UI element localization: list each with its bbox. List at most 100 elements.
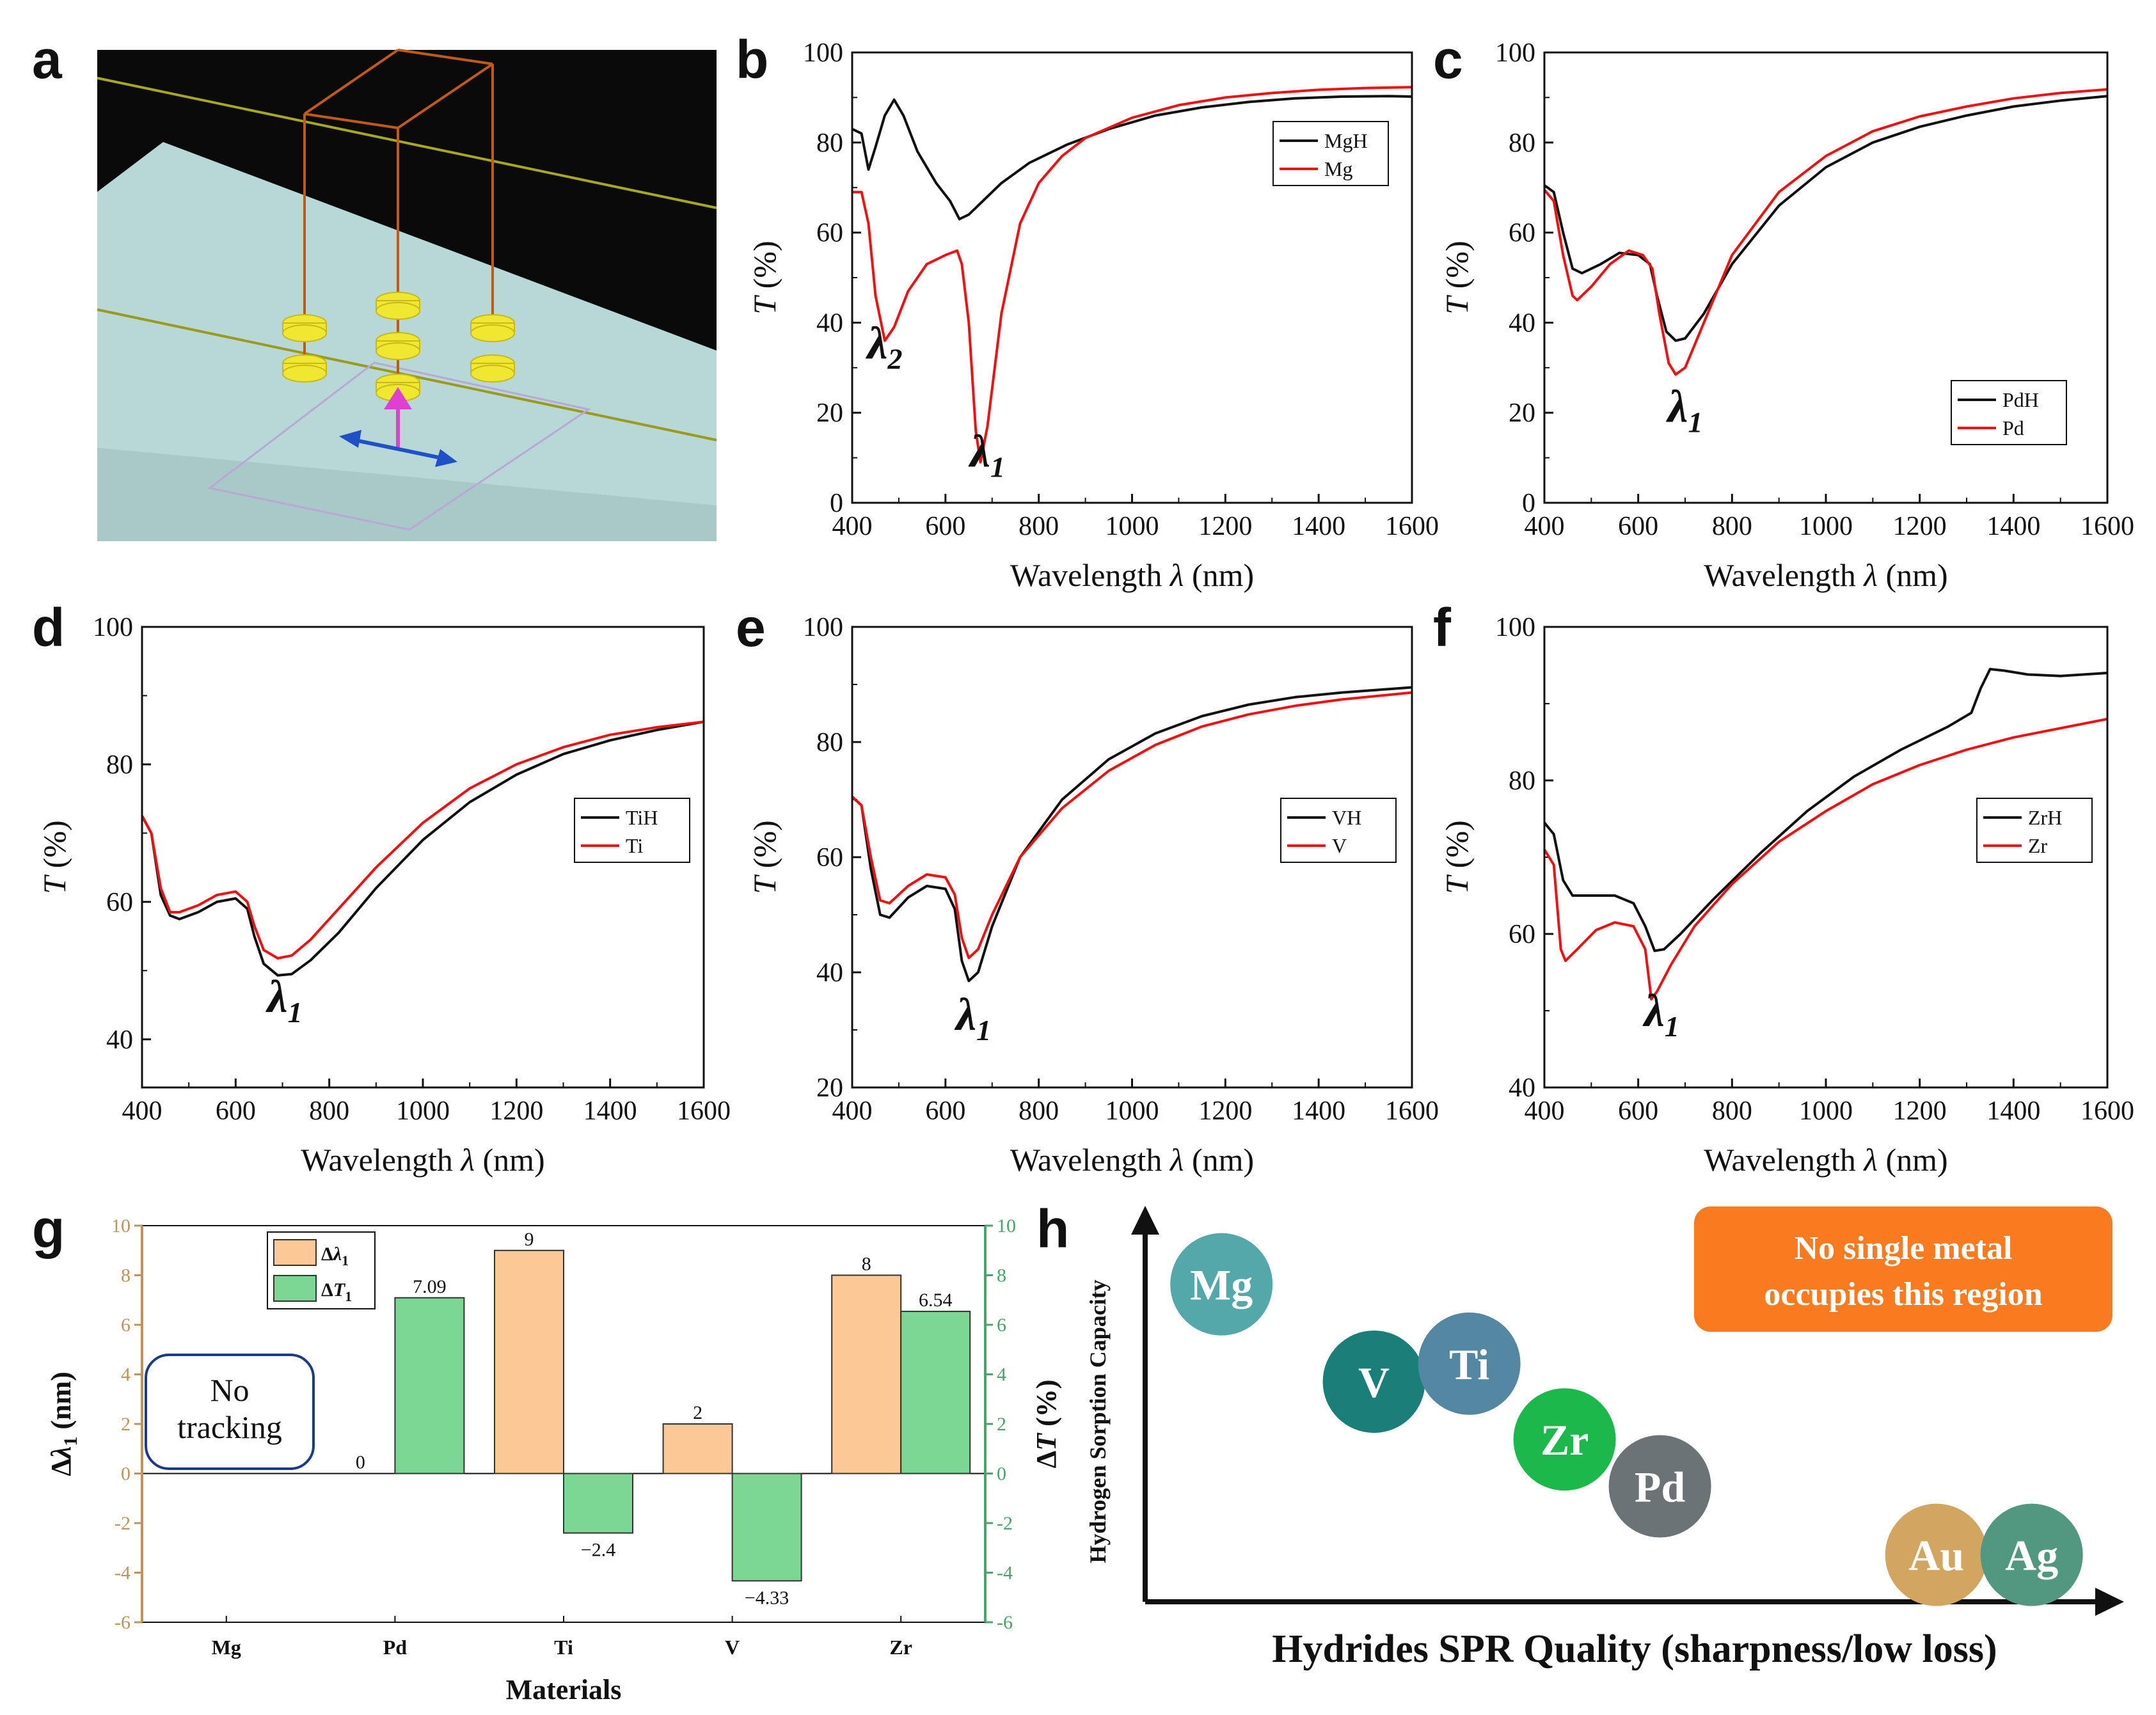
y-tick-label: 20 — [816, 1073, 843, 1103]
metal-label: Mg — [1190, 1261, 1253, 1309]
y-axis-label: T (%) — [747, 820, 782, 894]
legend-label: V — [1332, 834, 1347, 857]
annotation-lambda: λ1 — [266, 971, 303, 1029]
series-line-pdh — [1544, 95, 2107, 342]
x-tick-label: 600 — [925, 1096, 965, 1126]
legend-label: VH — [1332, 806, 1361, 829]
series-line-mgh — [852, 95, 1412, 221]
simulation-illustration — [97, 49, 717, 541]
y-tick-label: 100 — [803, 38, 843, 68]
y-tick-label: 20 — [1509, 399, 1535, 428]
x-tick-label: 600 — [925, 512, 965, 541]
legend: PdH Pd — [1951, 380, 2067, 445]
y-axis-label: T (%) — [1439, 820, 1475, 894]
plot-frame — [1543, 626, 2109, 1089]
y-tick-label: 40 — [1509, 308, 1535, 338]
category-label: Pd — [383, 1636, 408, 1659]
legend-label: ΔT1 — [321, 1279, 352, 1304]
x-tick-label: 1000 — [396, 1096, 450, 1126]
y-tick-label-right: -2 — [997, 1513, 1013, 1534]
y-tick-label-right: 2 — [997, 1414, 1006, 1435]
panel-letter-b: b — [736, 29, 768, 90]
legend: MgH Mg — [1272, 121, 1389, 186]
y-tick-label: 40 — [816, 958, 843, 988]
legend-label: PdH — [2002, 388, 2039, 411]
series-line-pd — [1544, 88, 2107, 376]
metal-bubble-v — [1322, 1330, 1425, 1433]
x-tick-label: 1600 — [2081, 512, 2134, 541]
y-tick-label-left: 8 — [121, 1265, 131, 1286]
x-tick-label: 800 — [309, 1096, 349, 1126]
chart-g: Mg 0 7.09 Pd 9 −2.4 Ti 2 −4.33 V 8 6.54 Zr -6 -6 -4 -4 -2… — [45, 1215, 1062, 1705]
series-line-vh — [852, 686, 1412, 983]
x-tick-label: 800 — [1019, 512, 1059, 541]
series-line-zrh — [1544, 668, 2107, 952]
y-axis-label: T (%) — [1439, 241, 1475, 314]
x-tick-label: 1000 — [1106, 1096, 1159, 1126]
x-tick-label: 1000 — [1106, 512, 1159, 541]
x-tick-label: 1200 — [1198, 1096, 1252, 1126]
y-axis-label: T (%) — [747, 241, 782, 314]
y-axis-label: Hydrogen Sorption Capacity — [1085, 1279, 1111, 1563]
bar-delta-t — [731, 1473, 802, 1582]
metal-label: Ti — [1449, 1340, 1489, 1389]
x-tick-label: 1200 — [1893, 512, 1947, 541]
y-tick-label-left: 0 — [121, 1464, 131, 1485]
y-tick-label: 100 — [1495, 38, 1535, 68]
y-tick-label-left: 2 — [121, 1414, 131, 1435]
y-tick-label: 80 — [816, 129, 843, 158]
chart-e: 400 600 800 1000 1200 1400 1600 20 40 60 80 100 Wave… — [747, 613, 1439, 1178]
x-tick-label: 1000 — [1799, 1096, 1853, 1126]
series-line-zr — [1544, 718, 2107, 1000]
y-tick-label-right: 8 — [997, 1265, 1006, 1286]
series-line-v — [852, 691, 1412, 960]
x-tick-label: 1200 — [1198, 512, 1252, 541]
x-tick-label: 1000 — [1799, 512, 1853, 541]
x-tick-label: 400 — [1525, 512, 1565, 541]
bar-delta-t — [900, 1311, 971, 1474]
metal-bubble-pd — [1608, 1435, 1711, 1538]
panel-letter-e: e — [736, 597, 766, 658]
bar-label-delta-t: −2.4 — [581, 1540, 615, 1561]
x-tick-label: 600 — [1618, 1096, 1658, 1126]
y-tick-label: 0 — [1522, 489, 1535, 518]
chart-h: Hydrides SPR Quality (sharpness/low loss… — [1085, 1206, 2124, 1671]
metal-label: Zr — [1541, 1416, 1589, 1464]
y-tick-label: 40 — [1509, 1073, 1535, 1103]
y-tick-label: 60 — [1509, 219, 1535, 248]
category-label: Zr — [889, 1636, 912, 1659]
metal-label: V — [1358, 1358, 1390, 1407]
metal-label: Au — [1908, 1531, 1964, 1580]
bar-label-delta-t: 7.09 — [413, 1276, 447, 1297]
series-line-mg — [852, 86, 1412, 464]
legend-box — [1951, 380, 2067, 445]
bar-label-delta-t: 6.54 — [919, 1290, 953, 1311]
x-tick-label: 1600 — [677, 1096, 731, 1126]
x-axis-label: Wavelength λ (nm) — [1010, 557, 1254, 593]
y-tick-label: 80 — [816, 728, 843, 757]
panel-letter-c: c — [1433, 29, 1463, 90]
metal-bubble-ag — [1980, 1503, 2083, 1606]
x-axis-label: Wavelength λ (nm) — [301, 1142, 544, 1178]
legend-swatch — [273, 1239, 317, 1266]
bar-label-delta-lambda: 0 — [356, 1452, 365, 1473]
x-tick-label: 400 — [1525, 1096, 1565, 1126]
y-tick-label: 40 — [106, 1025, 133, 1055]
annotation-lambda: λ1 — [1666, 381, 1703, 438]
legend-label: TiH — [626, 806, 658, 829]
panel-letter-g: g — [32, 1199, 65, 1259]
y-tick-label: 20 — [816, 399, 843, 428]
note-box — [1694, 1206, 2112, 1332]
y-tick-label: 60 — [1509, 920, 1535, 949]
bar-delta-t — [394, 1297, 465, 1474]
legend-label: Ti — [626, 834, 643, 857]
y-tick-label-right: -4 — [997, 1563, 1013, 1584]
category-label: V — [725, 1636, 740, 1659]
legend-box — [1280, 798, 1397, 863]
plot-frame — [851, 51, 1413, 504]
note-text: occupies this region — [1764, 1276, 2042, 1313]
panel-letter-d: d — [32, 597, 65, 658]
chart-c: 400 600 800 1000 1200 1400 1600 0 20 40 60 80 100 Wav… — [1439, 38, 2134, 593]
y-tick-label: 60 — [106, 888, 133, 917]
